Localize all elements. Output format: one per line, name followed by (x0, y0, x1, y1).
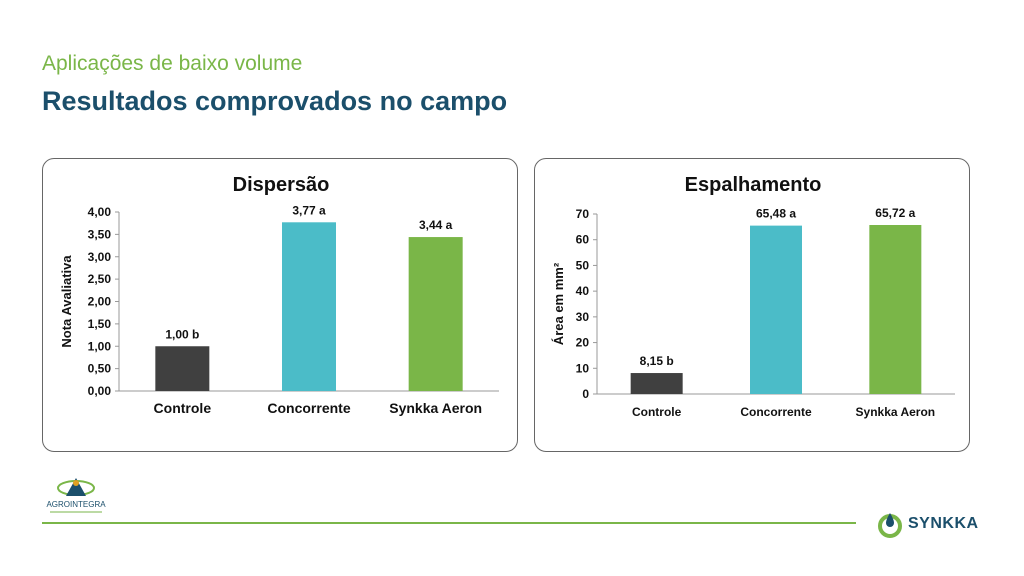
bar-3 (408, 237, 463, 391)
y-tick-label: 1,00 (88, 339, 112, 353)
slide-subtitle: Aplicações de baixo volume (42, 52, 303, 75)
y-tick-label: 2,00 (88, 295, 112, 309)
x-category-label: Concorrente (267, 400, 350, 416)
agrointegra-logo: AGROINTEGRA (44, 474, 108, 516)
y-axis-label: Área em mm² (551, 262, 566, 345)
espalhamento-chart-panel: Espalhamento Área em mm² 0 10 20 30 40 50 60 70 8,… (534, 158, 970, 452)
y-tick-label: 40 (576, 284, 590, 298)
x-category-label: Controle (154, 400, 212, 416)
y-tick-label: 3,00 (88, 250, 112, 264)
y-tick-label: 3,50 (88, 227, 112, 241)
espalhamento-chart: Espalhamento Área em mm² 0 10 20 30 40 50 60 70 8,… (551, 174, 955, 419)
y-tick-label: 50 (576, 258, 590, 272)
data-label: 65,72 a (875, 206, 915, 220)
y-tick-label: 30 (576, 310, 590, 324)
bar-1 (630, 373, 683, 394)
bar-3 (869, 225, 922, 394)
data-label: 65,48 a (756, 207, 796, 221)
data-label: 1,00 b (165, 327, 199, 341)
y-tick-label: 60 (576, 233, 590, 247)
y-tick-label: 20 (576, 336, 590, 350)
synkka-logo: SYNKKA (876, 510, 986, 540)
x-category-label: Controle (632, 405, 682, 419)
chart-title: Espalhamento (685, 174, 822, 196)
slide-title: Resultados comprovados no campo (42, 86, 508, 116)
bar-2 (282, 222, 336, 391)
data-label: 3,44 a (419, 218, 453, 232)
synkka-drop-icon (878, 513, 902, 538)
footer-divider (42, 522, 856, 524)
y-tick-label: 70 (576, 207, 590, 221)
bar-1 (155, 346, 210, 391)
x-category-label: Synkka Aeron (389, 400, 482, 416)
synkka-logo-text: SYNKKA (908, 515, 979, 532)
y-tick-label: 0 (582, 387, 589, 401)
dispersao-chart-panel: Dispersão Nota Avaliativa 0,00 0,50 1,00 1,50… (42, 158, 518, 452)
y-axis-label: Nota Avaliativa (59, 255, 74, 348)
y-tick-label: 1,50 (88, 317, 112, 331)
y-tick-label: 2,50 (88, 272, 112, 286)
x-category-label: Synkka Aeron (856, 405, 936, 419)
data-label: 3,77 a (292, 203, 326, 217)
y-tick-label: 10 (576, 361, 590, 375)
data-label: 8,15 b (640, 354, 674, 368)
agrointegra-logo-mark: AGROINTEGRA (46, 478, 106, 513)
agrointegra-logo-text: AGROINTEGRA (46, 500, 106, 509)
y-tick-label: 0,00 (88, 384, 112, 398)
dispersao-chart: Dispersão Nota Avaliativa 0,00 0,50 1,00 1,50… (59, 174, 499, 416)
x-category-label: Concorrente (740, 405, 812, 419)
bar-2 (750, 225, 802, 394)
chart-title: Dispersão (233, 174, 330, 196)
y-tick-label: 4,00 (88, 205, 112, 219)
y-tick-label: 0,50 (88, 362, 112, 376)
